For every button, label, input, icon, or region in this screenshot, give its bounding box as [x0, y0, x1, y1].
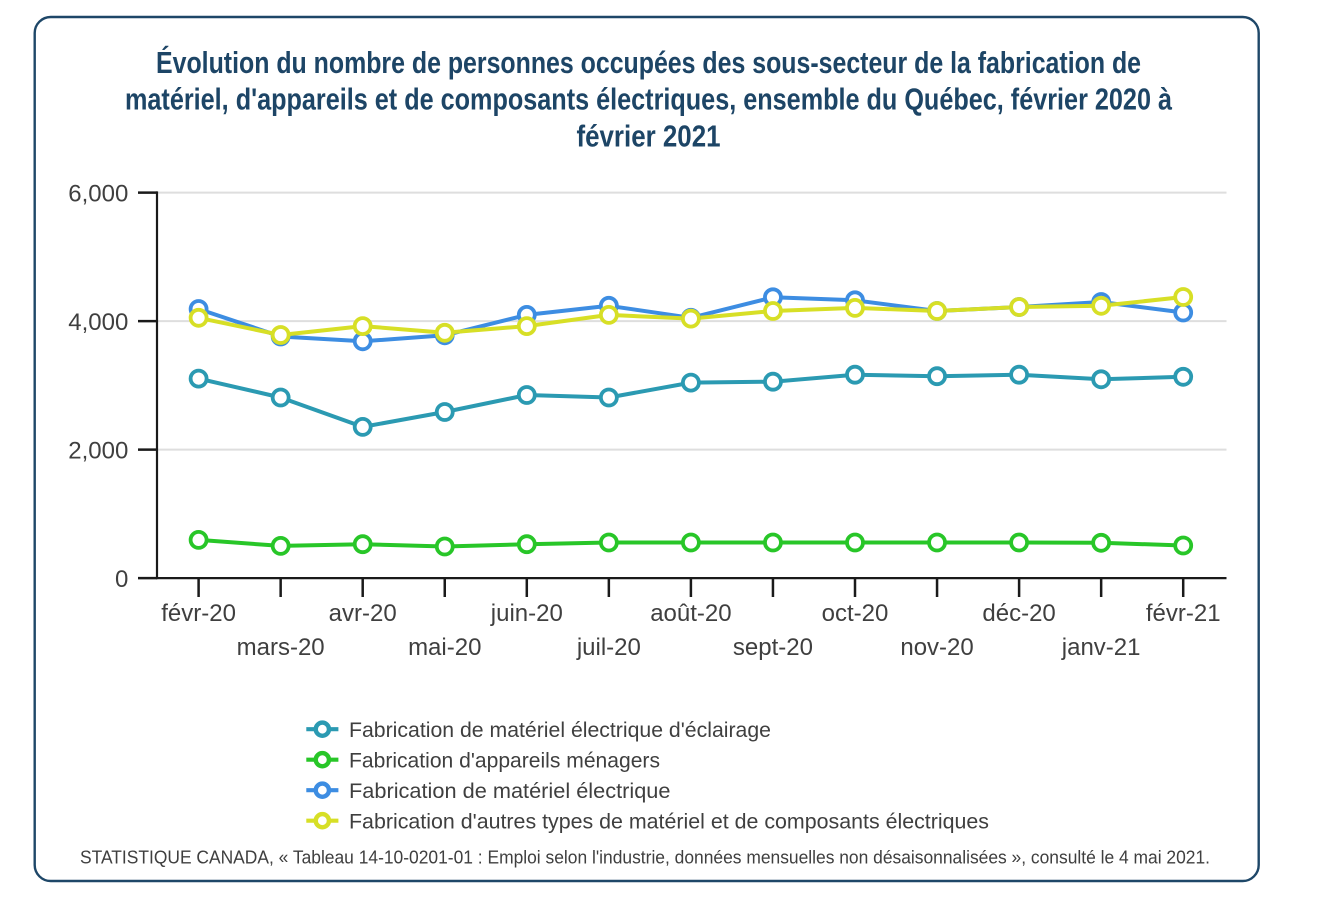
svg-text:août-20: août-20	[650, 600, 731, 627]
svg-text:STATISTIQUE CANADA, « Tableau: STATISTIQUE CANADA, « Tableau 14-10-0201…	[80, 848, 1210, 868]
svg-text:4,000: 4,000	[68, 309, 128, 336]
svg-text:nov-20: nov-20	[900, 634, 973, 661]
svg-text:févr-20: févr-20	[161, 600, 236, 627]
svg-text:février 2021: février 2021	[577, 119, 721, 154]
svg-text:0: 0	[115, 566, 128, 593]
svg-text:matériel, d'appareils et de co: matériel, d'appareils et de composants é…	[125, 82, 1173, 117]
svg-text:déc-20: déc-20	[982, 600, 1055, 627]
svg-text:mai-20: mai-20	[408, 634, 481, 661]
svg-text:Évolution du nombre de personn: Évolution du nombre de personnes occupée…	[156, 45, 1141, 80]
svg-text:2,000: 2,000	[68, 437, 128, 464]
svg-text:sept-20: sept-20	[733, 634, 813, 661]
svg-text:févr-21: févr-21	[1146, 600, 1221, 627]
svg-text:Fabrication d'appareils ménage: Fabrication d'appareils ménagers	[349, 748, 660, 773]
svg-text:6,000: 6,000	[68, 180, 128, 207]
svg-text:juil-20: juil-20	[576, 634, 641, 661]
svg-text:Fabrication de matériel électr: Fabrication de matériel électrique	[349, 778, 671, 803]
svg-text:juin-20: juin-20	[490, 600, 563, 627]
svg-text:oct-20: oct-20	[822, 600, 889, 627]
svg-text:Fabrication de matériel électr: Fabrication de matériel électrique d'écl…	[349, 717, 771, 742]
svg-text:Fabrication d'autres types de: Fabrication d'autres types de matériel e…	[349, 809, 989, 834]
svg-text:janv-21: janv-21	[1061, 634, 1141, 661]
svg-text:avr-20: avr-20	[329, 600, 397, 627]
svg-text:mars-20: mars-20	[237, 634, 325, 661]
